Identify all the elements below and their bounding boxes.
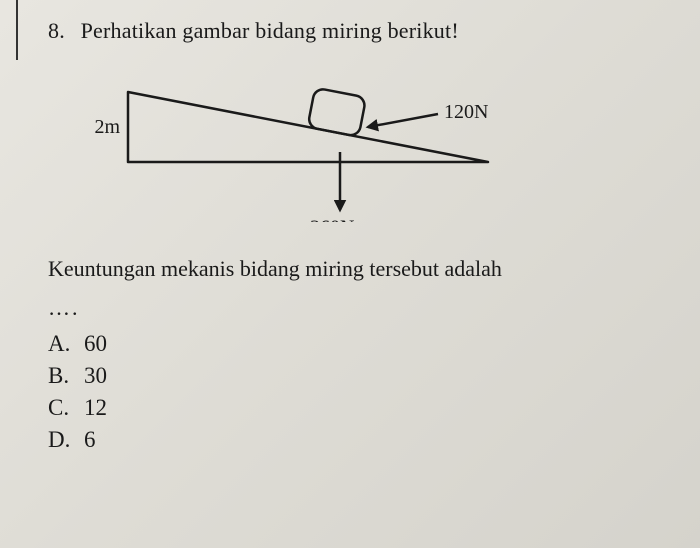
choice-text: 60 — [84, 331, 107, 357]
svg-text:2m: 2m — [94, 116, 120, 138]
question-header: 8. Perhatikan gambar bidang miring berik… — [48, 18, 676, 44]
choice-letter: B. — [48, 363, 84, 389]
svg-text:360N: 360N — [310, 217, 354, 222]
answer-choices: A. 60 B. 30 C. 12 D. 6 — [48, 331, 676, 453]
choice-text: 12 — [84, 395, 107, 421]
choice-letter: D. — [48, 427, 84, 453]
choice-a: A. 60 — [48, 331, 676, 357]
svg-text:120N: 120N — [444, 101, 488, 123]
choice-letter: C. — [48, 395, 84, 421]
choice-c: C. 12 — [48, 395, 676, 421]
inclined-plane-diagram: 2m 120N 360N — [88, 72, 528, 222]
choice-text: 6 — [84, 427, 96, 453]
choice-letter: A. — [48, 331, 84, 357]
question-dots: …. — [48, 295, 676, 321]
choice-d: D. 6 — [48, 427, 676, 453]
question-stem: Perhatikan gambar bidang miring berikut! — [81, 18, 459, 43]
question-page: 8. Perhatikan gambar bidang miring berik… — [0, 0, 700, 483]
choice-text: 30 — [84, 363, 107, 389]
question-number: 8. — [48, 18, 65, 44]
choice-b: B. 30 — [48, 363, 676, 389]
question-prompt: Keuntungan mekanis bidang miring tersebu… — [48, 252, 676, 285]
